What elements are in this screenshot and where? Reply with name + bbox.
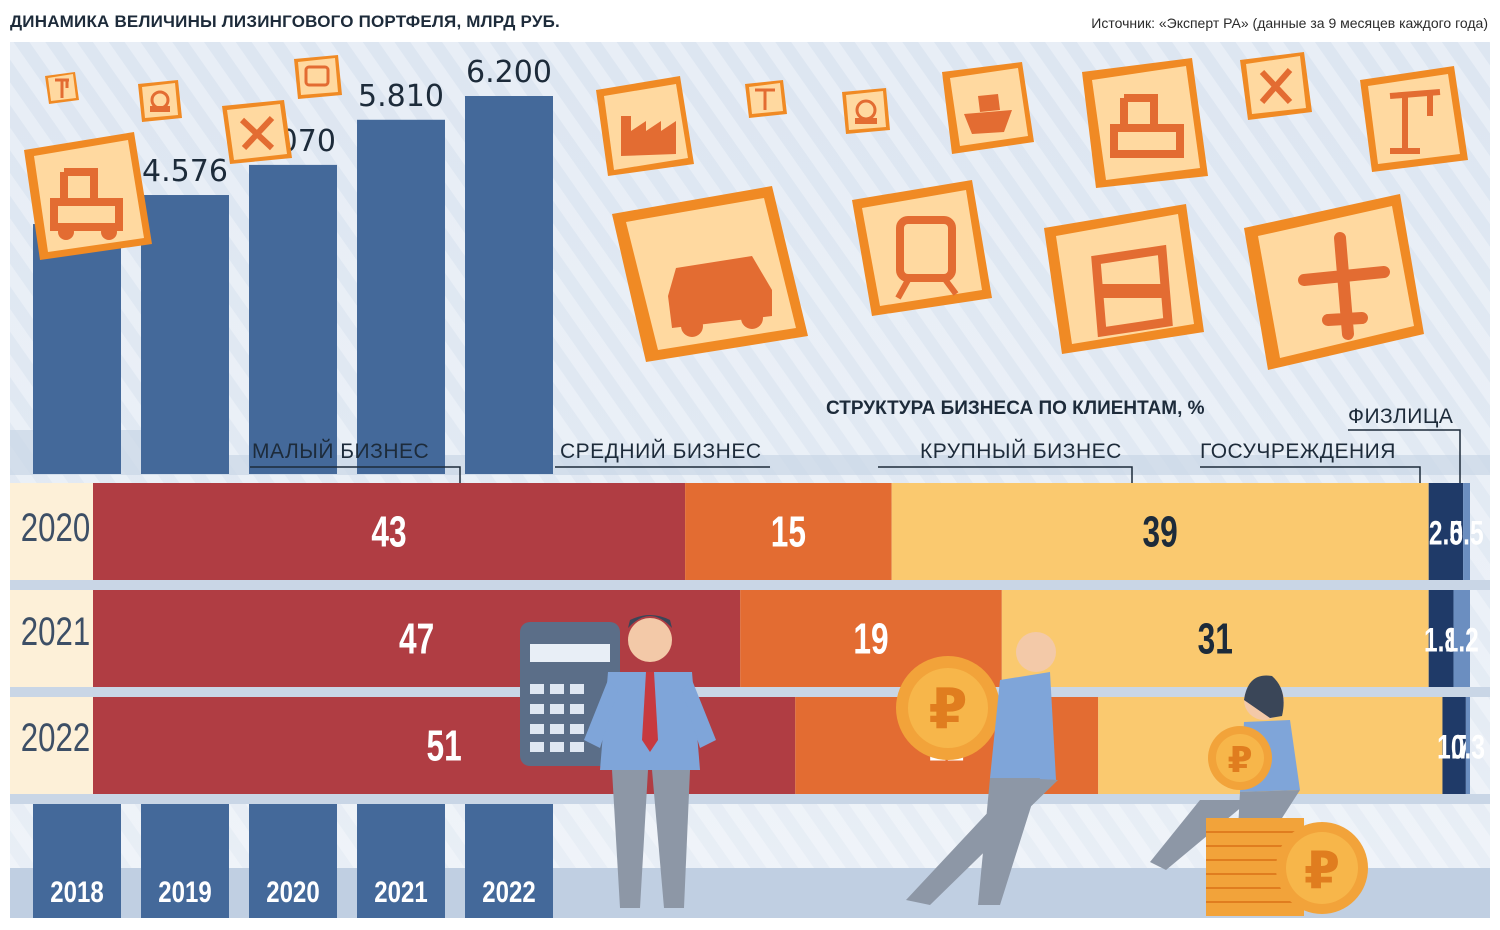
portfolio-year-label: 2020 <box>266 874 319 908</box>
leader-line <box>1200 466 1421 483</box>
robot-icon <box>842 88 890 134</box>
portfolio-year-label: 2019 <box>158 874 211 908</box>
leader-line <box>250 466 461 483</box>
svg-text:₽: ₽ <box>1304 841 1340 901</box>
segment-value-label: 31 <box>1198 614 1233 663</box>
factory-icon <box>596 76 694 176</box>
tractor-icon <box>1082 58 1208 188</box>
tools-icon <box>222 100 292 164</box>
man-standing <box>584 615 716 908</box>
ruble-coin-icon: ₽ <box>896 656 1000 760</box>
segment-5 <box>1463 483 1470 580</box>
portfolio-bar-bottoms <box>33 794 553 918</box>
legend-state-institutions: ГОСУЧРЕЖДЕНИЯ <box>1200 440 1396 463</box>
crane-icon <box>745 80 787 118</box>
ship-icon <box>942 62 1034 154</box>
segment-5 <box>1453 590 1470 687</box>
row-gap <box>10 794 1490 804</box>
portfolio-bar-base <box>141 794 229 918</box>
portfolio-bar <box>465 96 553 474</box>
portfolio-year-label: 2021 <box>374 874 427 908</box>
portfolio-bar-base <box>249 794 337 918</box>
row-year-cell <box>10 483 93 580</box>
segment-4 <box>1428 483 1464 580</box>
legend-leader-lines <box>250 429 1461 483</box>
segment-value-label: 43 <box>371 507 406 556</box>
leader-line <box>1348 429 1461 483</box>
portfolio-bars <box>33 96 553 475</box>
legend-medium-business: СРЕДНИЙ БИЗНЕС <box>560 440 762 463</box>
structure-title: СТРУКТУРА БИЗНЕСА ПО КЛИЕНТАМ, % <box>826 398 1205 419</box>
segment-3 <box>1001 590 1429 687</box>
row-year-2021: 2021 <box>20 610 91 654</box>
legend-small-business: МАЛЫЙ БИЗНЕС <box>252 440 430 463</box>
row-gap <box>10 687 1490 697</box>
segment-value-label: 47 <box>399 614 434 663</box>
man-carrying-coin <box>906 632 1058 905</box>
row-year-cell <box>10 697 93 794</box>
legend-individuals: ФИЗЛИЦА <box>1348 405 1454 428</box>
tools-icon <box>1240 52 1312 120</box>
portfolio-bar-value: 6.200 <box>466 55 552 90</box>
segment-value-label: 0.5 <box>1450 515 1484 553</box>
segment-value-label: 1.2 <box>1445 622 1479 660</box>
ruble-coin-icon: ₽ <box>1276 822 1368 914</box>
ruble-coin-icon: ₽ <box>1208 726 1272 790</box>
segment-value-label: 15 <box>771 507 806 556</box>
portfolio-bar <box>33 224 121 474</box>
tractor-icon <box>24 132 152 260</box>
chart-title: ДИНАМИКА ВЕЛИЧИНЫ ЛИЗИНГОВОГО ПОРТФЕЛЯ, … <box>10 12 560 31</box>
segment-3 <box>891 483 1429 580</box>
portfolio-bar-value: 4.576 <box>142 154 228 189</box>
legend-large-business: КРУПНЫЙ БИЗНЕС <box>920 440 1122 463</box>
svg-text:₽: ₽ <box>1227 740 1252 781</box>
portfolio-bar <box>141 195 229 475</box>
portfolio-bar-base <box>33 794 121 918</box>
segment-value-label: 51 <box>427 721 462 770</box>
portfolio-bar-base <box>465 794 553 918</box>
segment-1 <box>93 483 686 580</box>
airplane-icon <box>1244 194 1424 370</box>
bus-icon <box>294 55 342 99</box>
segment-2 <box>685 483 892 580</box>
people-illustration: ₽ ₽ <box>520 615 1368 916</box>
portfolio-year-labels: 2018 2019 2020 2021 2022 <box>50 874 535 908</box>
segment-value-label: 1.8 <box>1424 622 1458 660</box>
portfolio-year-label: 2018 <box>50 874 103 908</box>
segment-4 <box>1428 590 1454 687</box>
segment-value-label: 2.5 <box>1429 515 1463 553</box>
segment-value-label: 39 <box>1143 507 1178 556</box>
car-icon <box>612 186 808 362</box>
portfolio-bar-value: 5.810 <box>358 79 444 114</box>
crane-icon <box>1360 66 1468 172</box>
row-year-cell <box>10 590 93 687</box>
row-year-2020: 2020 <box>20 506 91 550</box>
crane-icon <box>45 72 79 104</box>
leader-line <box>878 466 1133 483</box>
portfolio-year-label: 2022 <box>482 874 535 908</box>
row-gap <box>10 580 1490 590</box>
segment-value-label: 1.7 <box>1437 729 1471 767</box>
train-icon <box>852 180 992 316</box>
portfolio-bar-base <box>357 794 445 918</box>
truck-icon <box>1044 204 1204 354</box>
segment-4 <box>1442 697 1466 794</box>
portfolio-bar <box>357 119 445 475</box>
svg-text:₽: ₽ <box>929 677 968 742</box>
segment-value-label: 19 <box>853 614 888 663</box>
segment-5 <box>1465 697 1470 794</box>
portfolio-bar <box>249 164 337 474</box>
robot-icon <box>138 80 182 122</box>
row-year-2022: 2022 <box>20 716 91 760</box>
source-note: Источник: «Эксперт РА» (данные за 9 меся… <box>1091 15 1488 31</box>
segment-value-label: 0.3 <box>1451 729 1485 767</box>
icon-cubes <box>24 52 1468 370</box>
